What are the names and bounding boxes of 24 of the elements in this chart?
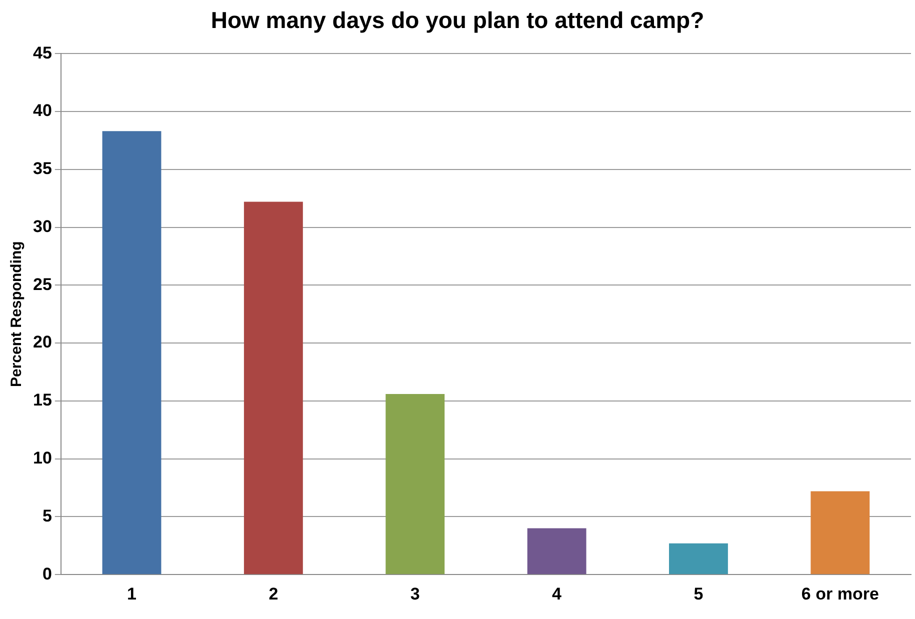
y-tick-label: 15 — [32, 390, 52, 410]
y-tick-label: 45 — [32, 43, 52, 62]
y-tick-label: 10 — [32, 448, 52, 468]
x-tick-label: 3 — [410, 584, 420, 604]
bar — [810, 491, 870, 574]
bar — [669, 543, 728, 574]
y-tick-label: 0 — [42, 564, 52, 584]
bar — [244, 202, 303, 574]
y-tick-label: 25 — [32, 274, 52, 294]
chart-title: How many days do you plan to attend camp? — [210, 7, 704, 34]
x-tick-label: 4 — [552, 584, 562, 604]
y-tick-label: 35 — [32, 159, 52, 178]
x-tick-label: 2 — [268, 584, 278, 604]
x-tick-label: 6 or more — [801, 584, 879, 604]
bar — [527, 528, 586, 574]
y-tick-label: 40 — [32, 101, 52, 120]
y-tick-label: 30 — [32, 216, 52, 236]
y-tick-label: 20 — [32, 332, 52, 352]
y-tick-label: 5 — [42, 506, 52, 526]
x-tick-label: 5 — [694, 584, 704, 604]
y-axis-title: Percent Responding — [8, 241, 26, 388]
bar — [386, 394, 445, 574]
bar — [102, 131, 162, 574]
x-tick-label: 1 — [127, 584, 136, 604]
